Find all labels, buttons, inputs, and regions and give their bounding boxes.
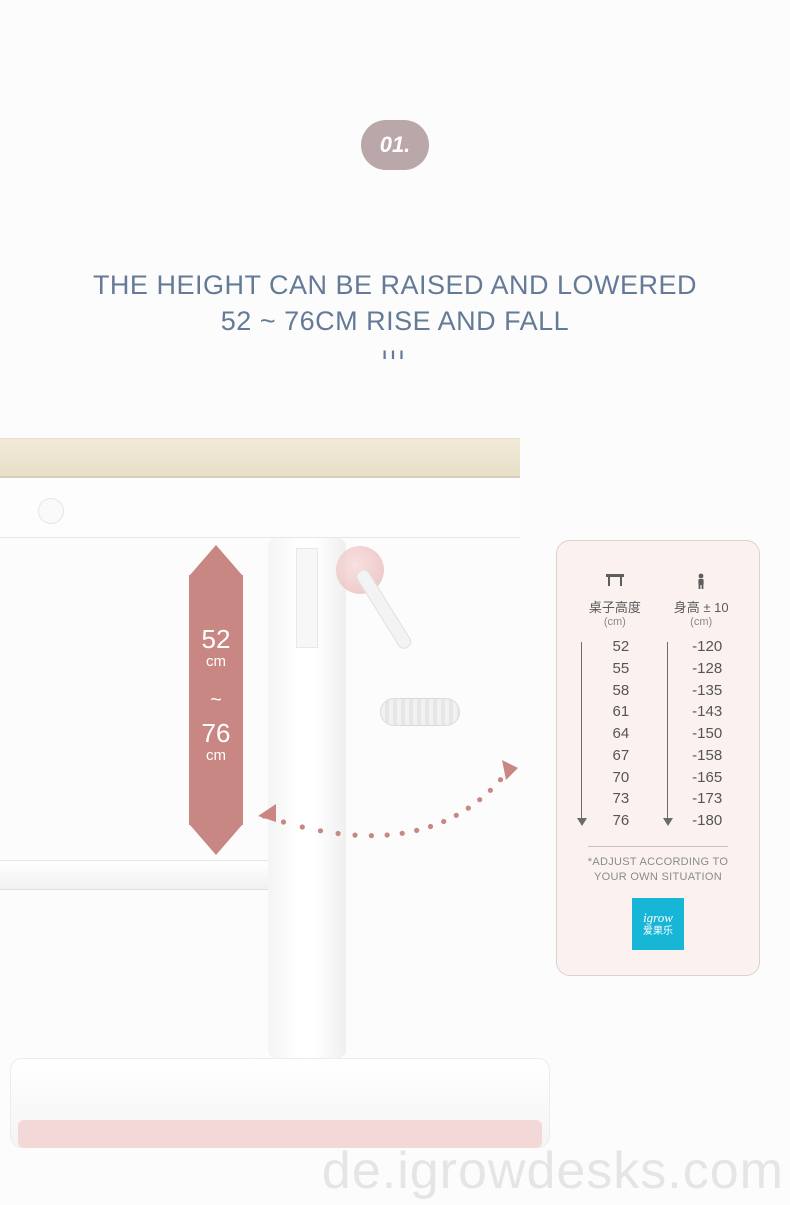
step-number: 01. xyxy=(380,132,411,158)
range-unit-1: cm xyxy=(206,654,226,669)
desk-leg-scale xyxy=(296,548,318,648)
person-icon xyxy=(695,573,707,593)
table-cell: 73 xyxy=(612,788,629,810)
table-cell: 64 xyxy=(612,723,629,745)
headline-decoration: ııı xyxy=(0,346,790,364)
desk-icon xyxy=(605,573,625,593)
arrow-down-icon xyxy=(190,825,242,855)
col1-header: 桌子高度 xyxy=(589,597,641,616)
table-cell: 61 xyxy=(612,701,629,723)
table-cell: -180 xyxy=(692,810,722,832)
watermark: de.igrowdesks.com xyxy=(322,1141,784,1201)
col2-header: 身高 ± 10 xyxy=(674,597,729,616)
range-sep: ~ xyxy=(210,689,222,712)
table-cell: 58 xyxy=(612,680,629,702)
table-cell: -165 xyxy=(692,767,722,789)
card-note: *ADJUST ACCORDING TO YOUR OWN SITUATION xyxy=(575,855,741,885)
range-min: 52 xyxy=(202,626,231,652)
table-cell: 55 xyxy=(612,658,629,680)
range-max: 76 xyxy=(202,720,231,746)
height-range-arrow: 52 cm ~ 76 cm xyxy=(186,545,246,855)
arrow-shaft: 52 cm ~ 76 cm xyxy=(189,575,243,825)
step-badge: 01. xyxy=(361,120,429,170)
logo-en: igrow xyxy=(643,911,673,926)
col1-list: 525558616467707376 xyxy=(575,636,655,832)
table-cell: 70 xyxy=(612,767,629,789)
col1-unit: (cm) xyxy=(604,616,626,628)
arrow-up-icon xyxy=(190,545,242,575)
desk-top xyxy=(0,438,520,478)
table-cell: 67 xyxy=(612,745,629,767)
range-unit-2: cm xyxy=(206,748,226,763)
card-divider xyxy=(588,846,728,847)
col1-arrow xyxy=(581,642,582,818)
desk-crossbar xyxy=(0,860,268,890)
desk-knob xyxy=(38,498,64,524)
headline-line1: THE HEIGHT CAN BE RAISED AND LOWERED xyxy=(0,268,790,303)
crank-swing-arc xyxy=(252,760,522,880)
col2-list: -120-128-135-143-150-158-165-173-180 xyxy=(661,636,741,832)
table-cell: -173 xyxy=(692,788,722,810)
table-cell: -128 xyxy=(692,658,722,680)
crank-arm xyxy=(354,567,414,651)
headline-line2: 52 ~ 76CM RISE AND FALL xyxy=(0,306,790,337)
table-cell: -120 xyxy=(692,636,722,658)
height-table-card: 桌子高度 (cm) 525558616467707376 身高 ± 10 (cm… xyxy=(556,540,760,976)
col2-unit: (cm) xyxy=(690,616,712,628)
brand-logo: igrow 爱果乐 xyxy=(632,898,684,950)
table-cell: -150 xyxy=(692,723,722,745)
table-cell: -143 xyxy=(692,701,722,723)
col-body-height: 身高 ± 10 (cm) -120-128-135-143-150-158-16… xyxy=(661,573,741,832)
col-desk-height: 桌子高度 (cm) 525558616467707376 xyxy=(575,573,655,832)
logo-cn: 爱果乐 xyxy=(643,926,673,938)
card-columns: 桌子高度 (cm) 525558616467707376 身高 ± 10 (cm… xyxy=(575,573,741,832)
table-cell: 52 xyxy=(612,636,629,658)
table-cell: -135 xyxy=(692,680,722,702)
desk-apron xyxy=(0,478,520,538)
table-cell: -158 xyxy=(692,745,722,767)
col2-arrow xyxy=(667,642,668,818)
table-cell: 76 xyxy=(612,810,629,832)
crank-handle xyxy=(380,698,460,726)
